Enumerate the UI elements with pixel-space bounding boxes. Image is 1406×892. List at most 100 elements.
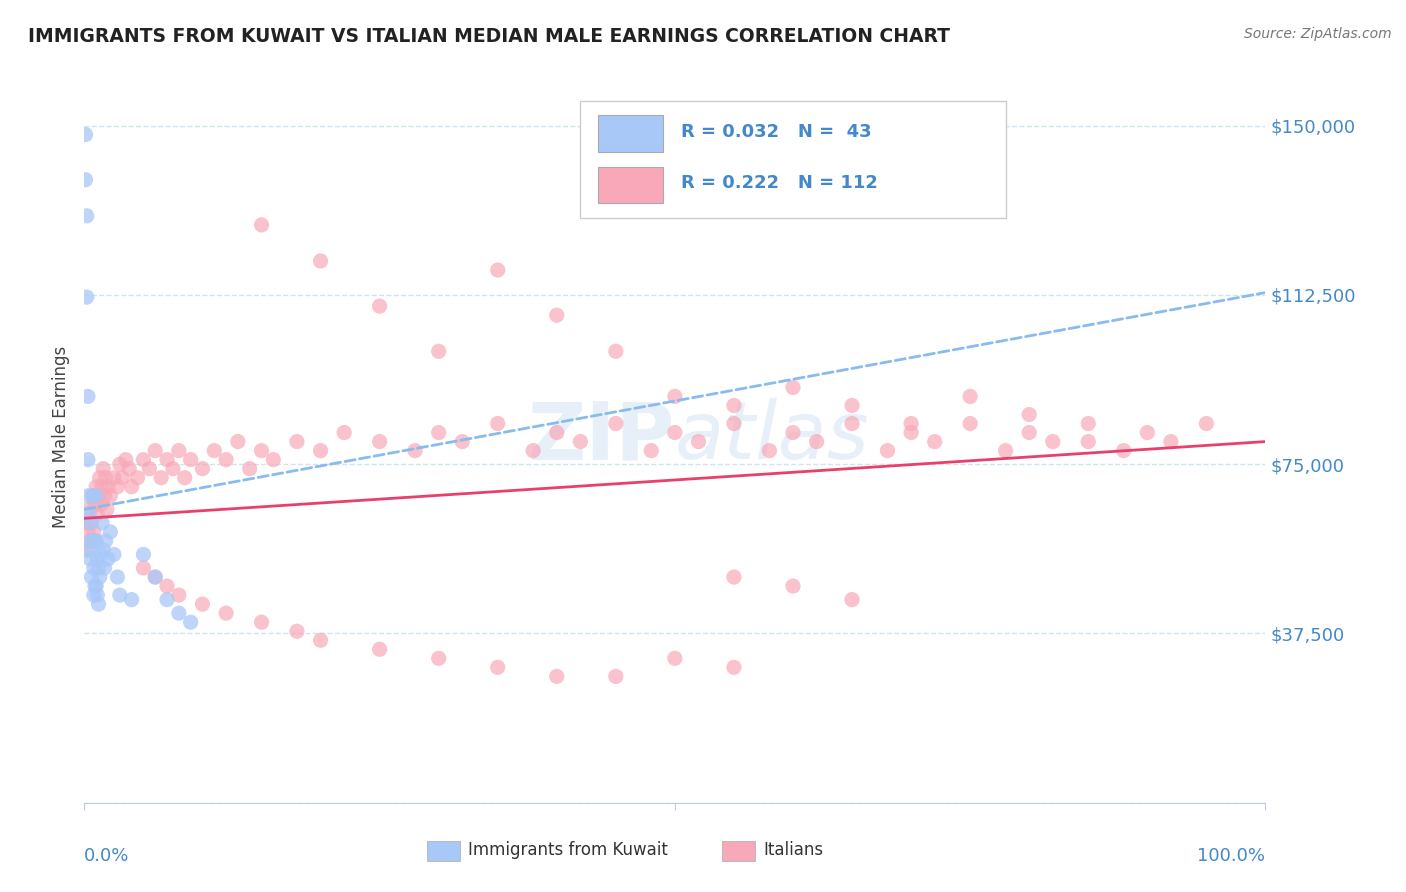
Point <box>97 552 120 566</box>
Point <box>368 299 391 313</box>
Point <box>451 434 474 449</box>
Point <box>664 389 686 403</box>
Point <box>80 570 103 584</box>
Point <box>427 651 450 665</box>
Point <box>723 660 745 674</box>
Point <box>77 489 100 503</box>
FancyBboxPatch shape <box>598 167 664 203</box>
Point <box>215 606 238 620</box>
Point <box>900 425 922 440</box>
Point <box>83 561 105 575</box>
Point <box>143 443 166 458</box>
Point <box>250 443 273 458</box>
Point <box>143 570 166 584</box>
Point <box>79 552 101 566</box>
Point <box>83 524 105 539</box>
Point <box>167 443 190 458</box>
Point <box>723 417 745 431</box>
Point <box>82 533 104 548</box>
Point <box>841 592 863 607</box>
Point <box>806 434 828 449</box>
Point <box>77 452 100 467</box>
FancyBboxPatch shape <box>427 841 460 862</box>
Point <box>79 516 101 530</box>
Point <box>98 524 121 539</box>
Text: R = 0.032   N =  43: R = 0.032 N = 43 <box>681 123 872 141</box>
Point <box>309 254 332 268</box>
Point <box>91 461 114 475</box>
Point <box>79 533 101 548</box>
Point <box>924 434 946 449</box>
Point <box>758 443 780 458</box>
Point <box>162 461 184 475</box>
Point <box>121 592 143 607</box>
Point <box>80 533 103 548</box>
Point <box>1195 417 1218 431</box>
Point <box>76 290 98 304</box>
Text: Source: ZipAtlas.com: Source: ZipAtlas.com <box>1244 27 1392 41</box>
Point <box>93 561 115 575</box>
Point <box>143 570 166 584</box>
Point <box>156 592 179 607</box>
Point <box>688 434 710 449</box>
Text: 0.0%: 0.0% <box>84 847 129 864</box>
Point <box>127 471 149 485</box>
Point <box>103 471 125 485</box>
Point <box>1136 425 1159 440</box>
Point <box>77 502 100 516</box>
Point <box>427 344 450 359</box>
Point <box>841 399 863 413</box>
Point <box>84 533 107 548</box>
Point <box>118 461 141 475</box>
Point <box>91 543 114 558</box>
Point <box>605 417 627 431</box>
Point <box>111 471 134 485</box>
Point <box>91 516 114 530</box>
Point <box>96 502 118 516</box>
Point <box>89 471 111 485</box>
Point <box>640 443 662 458</box>
Point <box>309 633 332 648</box>
Point <box>723 570 745 584</box>
Point <box>167 588 190 602</box>
Point <box>107 570 129 584</box>
Point <box>167 606 190 620</box>
Point <box>84 498 107 512</box>
Point <box>191 597 214 611</box>
Point <box>569 434 592 449</box>
Point <box>994 443 1017 458</box>
Point <box>250 218 273 232</box>
Point <box>86 507 108 521</box>
Point <box>285 434 308 449</box>
Point <box>87 597 110 611</box>
Point <box>664 651 686 665</box>
Point <box>77 524 100 539</box>
Point <box>605 344 627 359</box>
Point <box>75 172 97 186</box>
Point <box>76 209 98 223</box>
Point <box>108 457 131 471</box>
Point <box>959 417 981 431</box>
Point <box>75 516 97 530</box>
Point <box>82 489 104 503</box>
Point <box>76 543 98 558</box>
Point <box>132 561 155 575</box>
Point <box>84 489 107 503</box>
Point <box>262 452 284 467</box>
Point <box>782 380 804 394</box>
Point <box>250 615 273 630</box>
Text: ZIP: ZIP <box>527 398 675 476</box>
Point <box>90 498 112 512</box>
Point <box>959 389 981 403</box>
Point <box>150 471 173 485</box>
Point <box>486 660 509 674</box>
FancyBboxPatch shape <box>723 841 755 862</box>
Point <box>180 615 202 630</box>
Text: atlas: atlas <box>675 398 870 476</box>
Point <box>108 588 131 602</box>
Point <box>83 588 105 602</box>
Point <box>368 434 391 449</box>
FancyBboxPatch shape <box>598 115 664 152</box>
Text: R = 0.222   N = 112: R = 0.222 N = 112 <box>681 175 877 193</box>
Point <box>91 480 114 494</box>
